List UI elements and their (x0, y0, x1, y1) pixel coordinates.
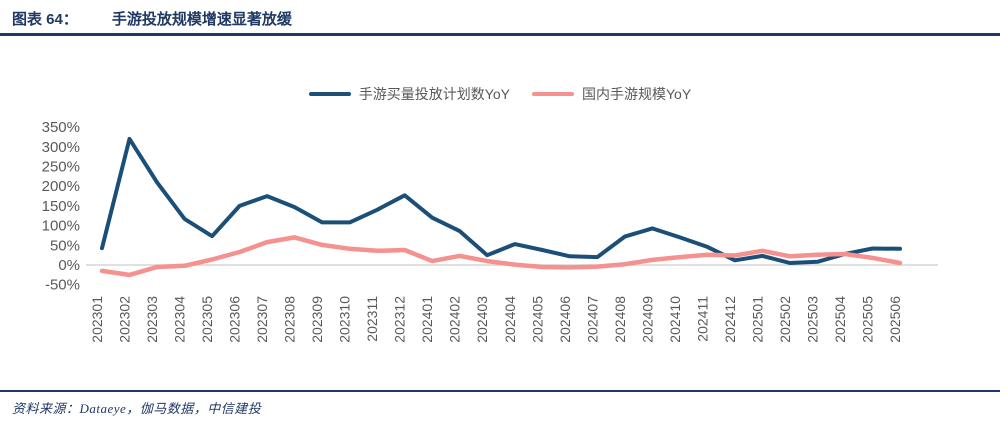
footer-divider (0, 390, 1000, 392)
legend-item-domestic-scale-yoy: 国内手游规模YoY (532, 84, 691, 104)
legend-item-plan-count-yoy: 手游买量投放计划数YoY (308, 84, 510, 104)
legend-label: 手游买量投放计划数YoY (358, 86, 510, 102)
x-tick-label: 202505 (859, 296, 875, 343)
legend-label: 国内手游规模YoY (582, 86, 692, 102)
x-tick-label: 202504 (832, 296, 848, 343)
x-tick-label: 202309 (309, 296, 325, 343)
figure-number-label: 图表 64： (12, 11, 78, 28)
source-note: 资料来源：Dataeye，伽马数据，中信建投 (12, 401, 262, 416)
x-tick-label: 202503 (804, 296, 820, 343)
y-tick-label: 0% (58, 257, 80, 274)
x-tick-label: 202408 (612, 296, 628, 343)
x-tick-label: 202310 (337, 296, 353, 343)
y-tick-label: 300% (42, 139, 80, 156)
x-tick-label: 202506 (887, 296, 903, 343)
x-tick-label: 202405 (529, 296, 545, 343)
x-tick-label: 202410 (667, 296, 683, 343)
legend-line-swatch-blue (308, 92, 351, 96)
x-tick-label: 202302 (117, 296, 133, 343)
chart-legend: 手游买量投放计划数YoY 国内手游规模YoY (0, 84, 1000, 104)
x-tick-label: 202411 (694, 296, 710, 342)
x-tick-label: 202409 (639, 296, 655, 343)
x-tick-label: 202402 (447, 296, 463, 343)
y-tick-label: 100% (42, 218, 80, 235)
y-tick-label: -50% (45, 277, 80, 294)
x-tick-label: 202303 (144, 296, 160, 343)
y-tick-label: 200% (42, 178, 80, 195)
x-tick-label: 202312 (392, 296, 408, 343)
x-tick-label: 202311 (364, 296, 380, 342)
x-tick-label: 202406 (557, 296, 573, 343)
figure-title: 手游投放规模增速显著放缓 (111, 11, 292, 28)
x-tick-label: 202301 (89, 296, 105, 343)
figure-header: 图表 64： 手游投放规模增速显著放缓 (12, 8, 292, 29)
y-tick-label: 150% (42, 198, 80, 215)
series-line-plan-count-yoy (100, 136, 902, 265)
x-tick-label: 202401 (419, 296, 435, 343)
legend-line-swatch-pink (532, 92, 574, 96)
y-tick-label: 50% (50, 237, 80, 254)
x-tick-label: 202305 (199, 296, 215, 343)
x-tick-label: 202404 (502, 296, 518, 343)
x-tick-label: 202308 (282, 296, 298, 343)
x-tick-label: 202306 (227, 296, 243, 343)
x-tick-label: 202502 (777, 296, 793, 343)
series-line-domestic-scale-yoy (99, 235, 903, 278)
y-tick-label: 250% (42, 159, 80, 176)
x-tick-label: 202307 (254, 296, 270, 343)
header-divider (0, 33, 1000, 36)
x-tick-label: 202501 (749, 296, 765, 343)
x-tick-label: 202403 (474, 296, 490, 343)
x-tick-label: 202304 (172, 296, 188, 343)
x-tick-label: 202412 (722, 296, 738, 343)
x-tick-label: 202407 (584, 296, 600, 343)
y-tick-label: 350% (42, 119, 80, 136)
